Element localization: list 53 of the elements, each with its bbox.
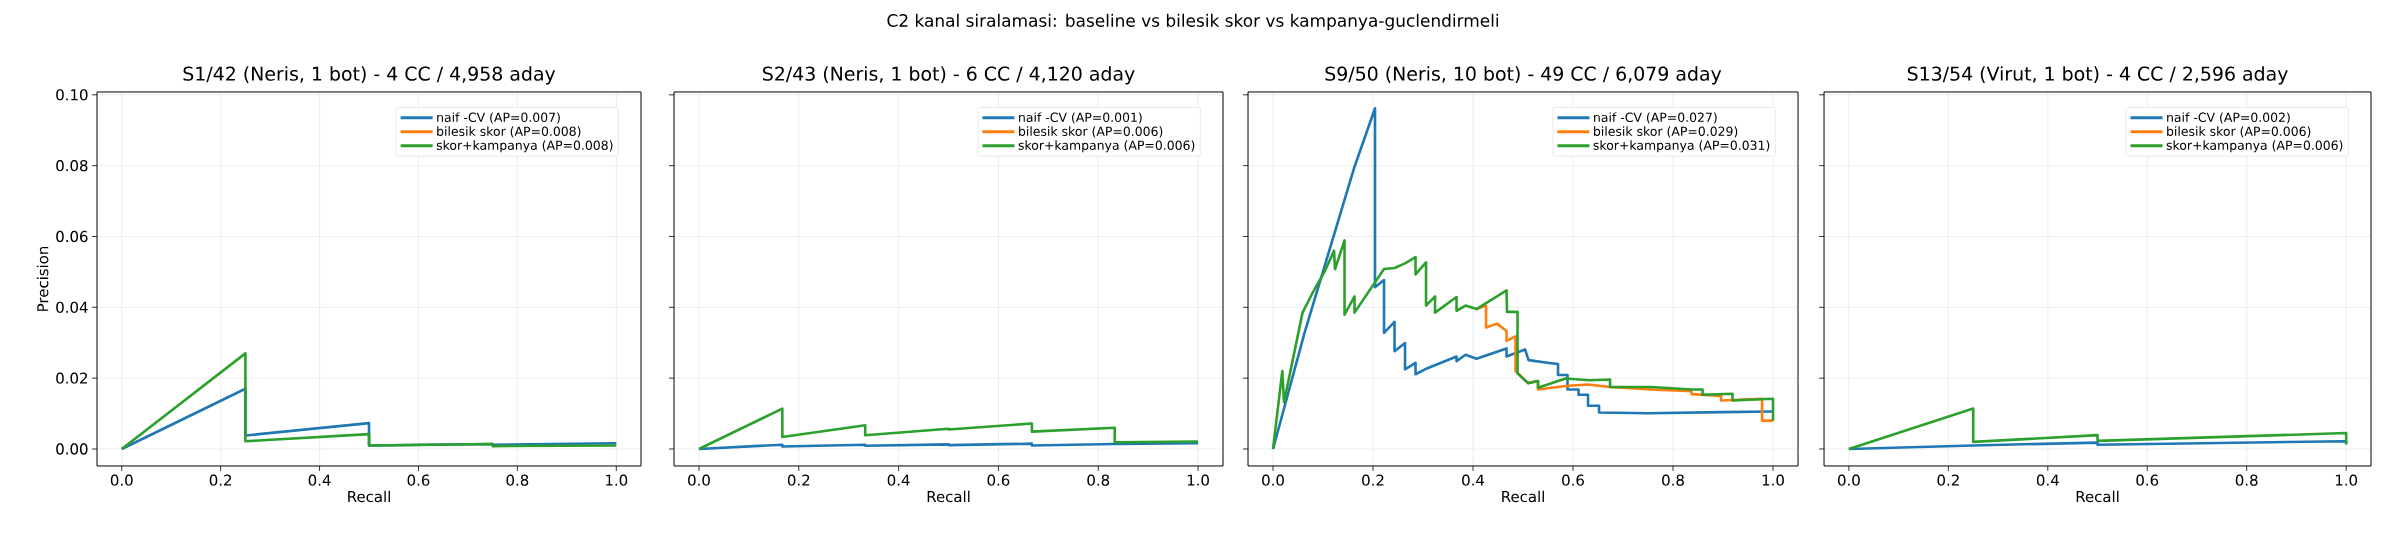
chart-title: S1/42 (Neris, 1 bot) - 4 CC / 4,958 aday: [183, 66, 556, 85]
legend-label: naif -CV (AP=0.007): [437, 112, 560, 124]
legend-label: naif -CV (AP=0.001): [1019, 112, 1142, 124]
x-tick-label: 1.0: [2335, 474, 2358, 486]
y-tick-label: 0.02: [56, 372, 88, 384]
x-tick-label: 0.4: [1462, 474, 1485, 486]
x-tick-label: 0.0: [688, 474, 710, 486]
x-tick-label: 0.2: [1937, 474, 1959, 486]
legend-label: bilesik skor (AP=0.029): [1594, 126, 1738, 138]
x-axis-title: Recall: [348, 490, 390, 503]
x-tick-label: 0.2: [1362, 474, 1384, 486]
x-tick-label: 0.8: [1662, 474, 1684, 486]
x-tick-label: 0.0: [110, 474, 133, 486]
legend-label: skor+kampanya (AP=0.008): [436, 140, 613, 153]
legend-label: bilesik skor (AP=0.006): [2167, 126, 2311, 138]
x-tick-label: 0.6: [2136, 474, 2159, 486]
line-series: [120, 352, 618, 451]
x-tick-label: 0.4: [308, 474, 331, 486]
legend-label: skor+kampanya (AP=0.006): [2166, 140, 2343, 153]
text: C2 kanal siralamasi: baseline vs bilesik skor vs kampanya-guclendirmeli: [887, 13, 1499, 31]
y-tick-label: 0.00: [56, 443, 88, 455]
legend-label: naif -CV (AP=0.002): [2167, 112, 2290, 124]
x-axis-title: Recall: [927, 490, 970, 503]
x-tick-label: 0.0: [1262, 474, 1284, 486]
x-tick-label: 0.6: [1562, 474, 1584, 486]
chart-title: S13/54 (Virut, 1 bot) - 4 CC / 2,596 aday: [1907, 66, 2288, 85]
chart-title: S2/43 (Neris, 1 bot) - 6 CC / 4,120 aday: [763, 66, 1135, 85]
legend-label: skor+kampanya (AP=0.006): [1018, 140, 1195, 153]
x-tick-label: 1.0: [1762, 474, 1784, 486]
x-tick-label: 0.8: [1087, 474, 1110, 486]
x-tick-label: 0.8: [2235, 474, 2258, 486]
x-tick-label: 0.4: [887, 474, 910, 486]
legend-label: bilesik skor (AP=0.006): [1019, 126, 1163, 138]
legend-label: bilesik skor (AP=0.008): [437, 126, 581, 138]
chart-title: S9/50 (Neris, 10 bot) - 49 CC / 6,079 aday: [1325, 66, 1722, 85]
x-tick-label: 0.2: [209, 474, 232, 486]
x-tick-label: 0.6: [407, 474, 430, 486]
y-tick-label: 0.04: [56, 301, 88, 313]
x-tick-label: 0.0: [1838, 474, 1860, 486]
y-tick-label: 0.10: [56, 89, 88, 101]
x-tick-label: 0.8: [506, 474, 529, 486]
x-axis-title: Recall: [1502, 490, 1544, 503]
x-tick-label: 0.6: [987, 474, 1010, 486]
x-axis-title: Recall: [2076, 490, 2119, 503]
x-tick-label: 1.0: [606, 474, 628, 486]
y-tick-label: 0.06: [56, 230, 88, 243]
y-axis-title: Precision: [36, 246, 49, 311]
x-tick-label: 0.4: [2036, 474, 2059, 486]
legend-label: skor+kampanya (AP=0.031): [1593, 140, 1770, 153]
y-tick-label: 0.08: [56, 160, 88, 172]
x-tick-label: 1.0: [1187, 474, 1209, 486]
legend-label: naif -CV (AP=0.027): [1594, 112, 1717, 124]
x-tick-label: 0.2: [787, 474, 810, 486]
